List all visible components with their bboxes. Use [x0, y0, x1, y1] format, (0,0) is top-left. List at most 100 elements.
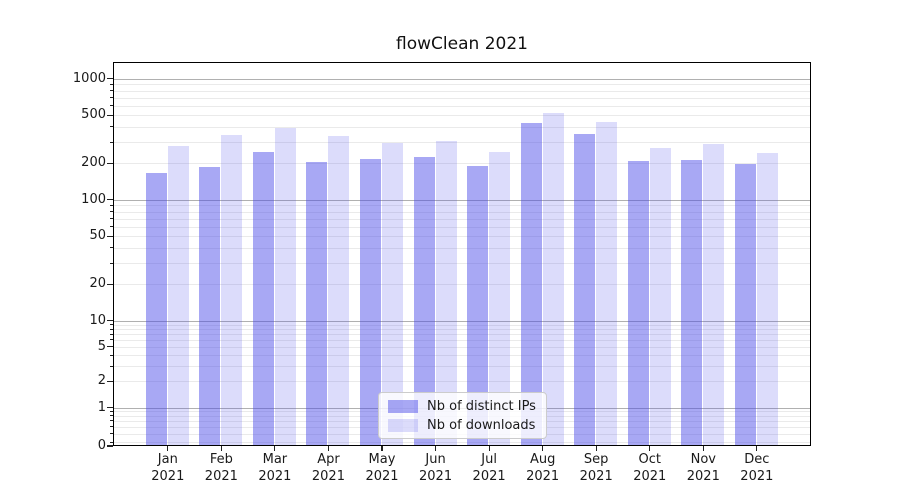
x-tick-label-jul: Jul 2021 [457, 451, 521, 485]
y-tick-1 [107, 406, 113, 409]
y-tick-0 [107, 445, 113, 447]
x-label-month: Aug [529, 452, 556, 467]
x-tick-apr [327, 446, 330, 451]
gridline-minor-4 [114, 355, 810, 357]
x-label-month: Oct [638, 452, 661, 467]
y-minortick-600 [110, 105, 113, 107]
x-tick-label-jan: Jan 2021 [136, 451, 200, 485]
legend-swatch-distinct-ips [388, 399, 418, 413]
y-tick-label-50: 50 [89, 228, 106, 244]
x-label-year: 2021 [365, 469, 399, 484]
x-label-month: Jul [481, 452, 497, 467]
x-tick-label-sep: Sep 2021 [564, 451, 628, 485]
legend-label-downloads: Nb of downloads [427, 417, 536, 433]
y-minortick-8 [110, 328, 113, 330]
x-label-month: Sep [583, 452, 609, 467]
x-label-month: Nov [690, 452, 716, 467]
x-tick-label-oct: Oct 2021 [618, 451, 682, 485]
legend: Nb of distinct IPs Nb of downloads [378, 392, 547, 439]
gridline-minor-800 [114, 90, 810, 92]
y-minortick-900 [110, 83, 113, 85]
gridline-minor-700 [114, 97, 810, 99]
x-label-year: 2021 [633, 469, 667, 484]
x-label-year: 2021 [472, 469, 506, 484]
x-tick-jan [167, 446, 169, 451]
x-tick-oct [649, 446, 651, 451]
y-minortick-300 [110, 141, 113, 143]
bar-feb-distinct-ips [199, 166, 221, 445]
y-minortick-700 [110, 97, 113, 99]
gridline-major-1000 [114, 78, 810, 80]
y-tick-500 [107, 114, 113, 116]
y-minortick-0.7000000000000001 [110, 420, 113, 422]
y-minortick-0.8 [110, 415, 113, 417]
gridline-minor-0.4 [114, 442, 810, 444]
y-minortick-30 [110, 262, 113, 264]
gridline-minor-200 [114, 163, 810, 165]
x-tick-label-dec: Dec 2021 [725, 451, 789, 485]
y-minortick-0.6000000000000001 [110, 426, 113, 428]
bar-jan-downloads [167, 146, 189, 445]
bar-dec-distinct-ips [734, 163, 756, 445]
chart-title: flowClean 2021 [396, 34, 528, 54]
gridline-minor-2 [114, 381, 810, 383]
gridline-minor-7 [114, 334, 810, 336]
x-tick-sep [595, 446, 597, 451]
x-label-month: Jun [425, 452, 446, 467]
y-tick-label-1: 1 [97, 399, 106, 415]
y-minortick-0.5 [110, 433, 113, 435]
gridline-minor-5 [114, 346, 810, 348]
y-minortick-4 [110, 354, 113, 356]
x-tick-label-aug: Aug 2021 [511, 451, 575, 485]
y-tick-label-5: 5 [97, 338, 106, 354]
x-tick-jun [434, 446, 437, 451]
x-tick-nov [702, 446, 704, 451]
x-tick-jul [488, 446, 490, 451]
bar-oct-distinct-ips [627, 160, 649, 445]
legend-item-downloads: Nb of downloads [388, 417, 536, 433]
gridline-minor-90 [114, 205, 810, 207]
y-minortick-9 [110, 324, 113, 326]
gridline-minor-900 [114, 84, 810, 86]
x-tick-aug [542, 446, 544, 451]
x-tick-label-nov: Nov 2021 [671, 451, 735, 485]
legend-swatch-downloads [388, 418, 418, 432]
x-label-month: Apr [317, 452, 340, 467]
y-tick-label-100: 100 [81, 191, 106, 207]
legend-item-distinct-ips: Nb of distinct IPs [388, 398, 536, 414]
bar-feb-downloads [221, 135, 243, 445]
gridline-minor-50 [114, 236, 810, 238]
x-label-year: 2021 [526, 469, 560, 484]
y-minortick-0.9 [110, 410, 113, 412]
x-tick-label-feb: Feb 2021 [189, 451, 253, 485]
y-tick-5 [107, 346, 113, 348]
x-label-month: Mar [262, 452, 288, 467]
x-tick-label-mar: Mar 2021 [243, 451, 307, 485]
y-tick-10 [107, 320, 113, 322]
bar-aug-distinct-ips [520, 123, 542, 445]
x-tick-dec [756, 446, 758, 451]
y-minortick-80 [110, 211, 113, 213]
gridline-minor-40 [114, 247, 810, 249]
y-minortick-400 [110, 126, 113, 128]
y-minortick-6 [110, 339, 113, 341]
y-tick-2 [107, 380, 113, 382]
legend-label-distinct-ips: Nb of distinct IPs [427, 398, 536, 414]
y-minortick-0.4 [110, 441, 113, 443]
y-tick-100 [107, 199, 113, 201]
gridline-major-10 [114, 320, 810, 322]
bar-may-downloads [382, 142, 403, 445]
gridline-minor-8 [114, 329, 810, 331]
bar-nov-downloads [703, 144, 725, 445]
plot-area: Nb of distinct IPs Nb of downloads [113, 62, 811, 446]
bar-apr-distinct-ips [306, 161, 328, 445]
gridline-minor-9 [114, 324, 810, 326]
x-label-year: 2021 [419, 469, 453, 484]
y-minortick-70 [110, 218, 113, 220]
x-label-year: 2021 [258, 469, 292, 484]
bar-sep-distinct-ips [574, 133, 596, 445]
x-label-month: Jan [157, 452, 178, 467]
y-minortick-800 [110, 90, 113, 92]
x-label-year: 2021 [686, 469, 720, 484]
gridline-minor-500 [114, 115, 810, 117]
